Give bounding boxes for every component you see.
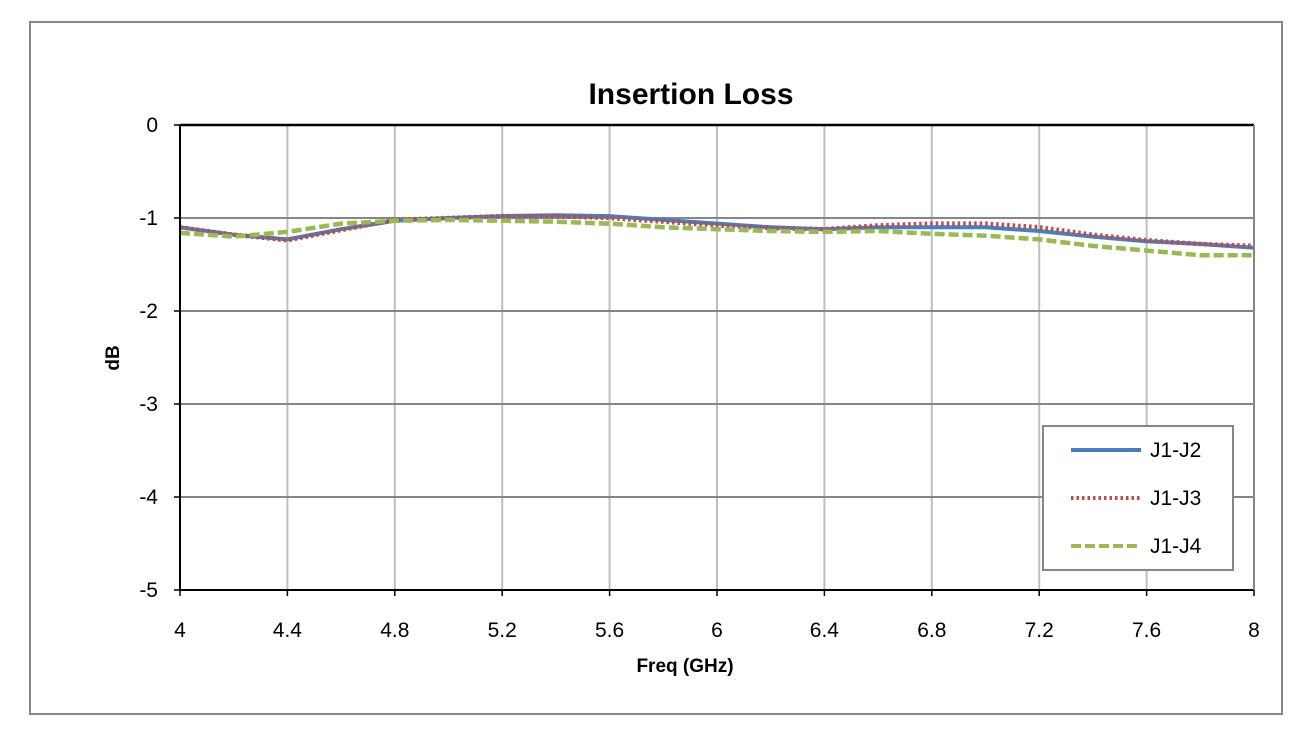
x-tick-label: 6.4 — [810, 619, 840, 642]
legend: J1-J2 J1-J3 J1-J4 — [1042, 425, 1234, 571]
x-tick-label: 6.8 — [917, 619, 946, 642]
x-tick-label: 5.6 — [595, 619, 624, 642]
chart-title: Insertion Loss — [588, 78, 793, 111]
legend-label-j1-j3: J1-J3 — [1150, 487, 1201, 510]
y-tick-label: -2 — [139, 300, 158, 323]
legend-label-j1-j4: J1-J4 — [1150, 535, 1202, 558]
x-tick-label: 7.6 — [1132, 619, 1161, 642]
y-tick-label: 0 — [146, 114, 158, 137]
legend-label-j1-j2: J1-J2 — [1150, 439, 1201, 462]
series-line-j1-j4 — [179, 217, 1254, 258]
x-tick-label: 4 — [174, 619, 186, 642]
x-axis-title: Freq (GHz) — [636, 656, 733, 677]
y-tick-label: -4 — [139, 486, 158, 509]
series-group — [179, 213, 1255, 258]
x-tick-label: 5.2 — [488, 619, 517, 642]
x-tick-label: 4.8 — [380, 619, 409, 642]
series-line-j1-j3 — [179, 213, 1255, 249]
y-axis-title: dB — [103, 345, 124, 370]
x-tick-label: 7.2 — [1025, 619, 1054, 642]
x-tick-label: 8 — [1248, 619, 1260, 642]
chart-area-border — [29, 21, 1283, 715]
x-tick-label: 4.4 — [273, 619, 303, 642]
y-tick-label: -1 — [139, 207, 158, 230]
grid-lines — [180, 125, 1254, 590]
y-tick-label: -3 — [139, 393, 158, 416]
axes: 4 4.4 4.8 5.2 5.6 6 6.4 6.8 7.2 7.6 8 0 -1 -2 -3 -4 -5 — [139, 114, 1260, 642]
y-tick-label: -5 — [139, 579, 158, 602]
x-tick-label: 6 — [711, 619, 723, 642]
